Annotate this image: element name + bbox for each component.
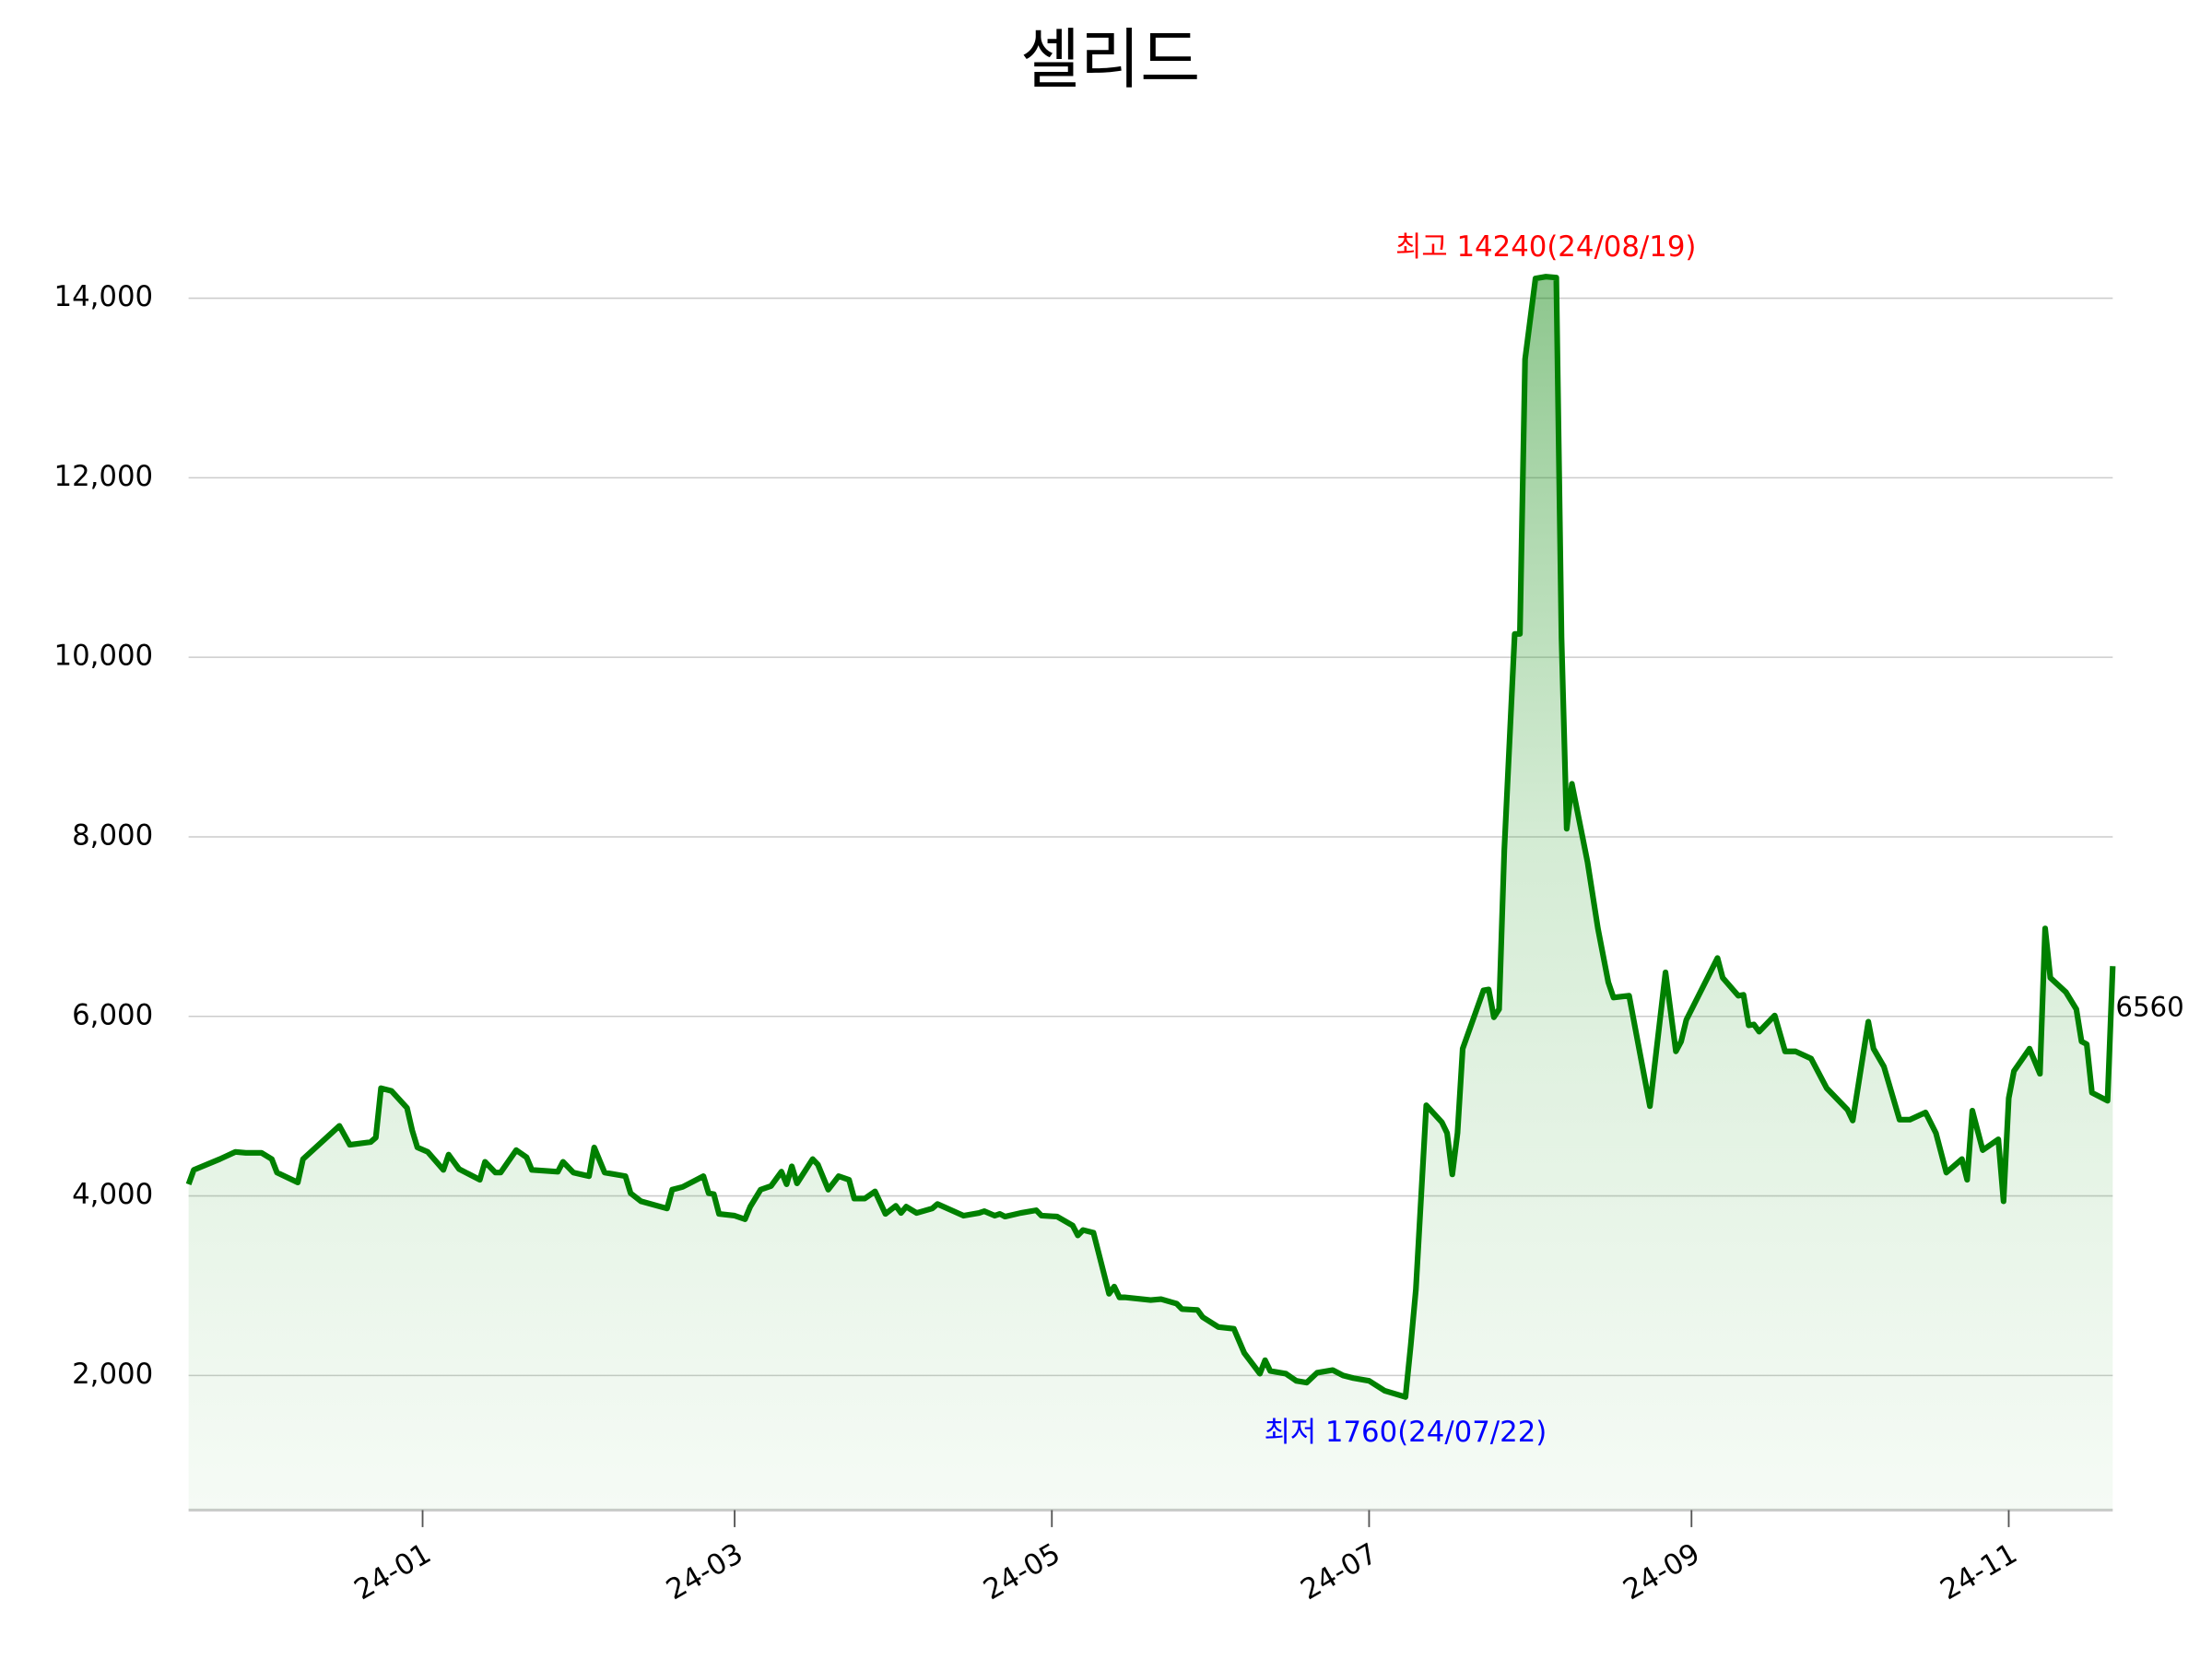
max-annotation: 최고 14240(24/08/19): [1395, 230, 1696, 264]
y-tick-label: 2,000: [72, 1358, 153, 1391]
x-tick-label: 24-07: [1295, 1536, 1382, 1606]
area: [188, 276, 2113, 1511]
y-tick-label: 4,000: [72, 1178, 153, 1211]
x-tick-label: 24-03: [661, 1536, 748, 1606]
y-tick-label: 10,000: [54, 640, 154, 673]
last-value-label: 6560: [2115, 991, 2183, 1022]
x-tick-label: 24-11: [1935, 1536, 2022, 1606]
y-tick-label: 14,000: [54, 280, 154, 313]
min-annotation: 최저 1760(24/07/22): [1265, 1416, 1547, 1449]
x-tick-label: 24-01: [348, 1536, 436, 1606]
y-tick-label: 8,000: [72, 818, 153, 852]
y-tick-label: 6,000: [72, 998, 153, 1031]
chart-title: 셀리드: [1020, 21, 1200, 98]
x-tick-label: 24-05: [978, 1536, 1065, 1606]
y-tick-label: 12,000: [54, 460, 154, 493]
line: [185, 274, 2116, 1400]
x-tick-label: 24-09: [1618, 1536, 1705, 1606]
